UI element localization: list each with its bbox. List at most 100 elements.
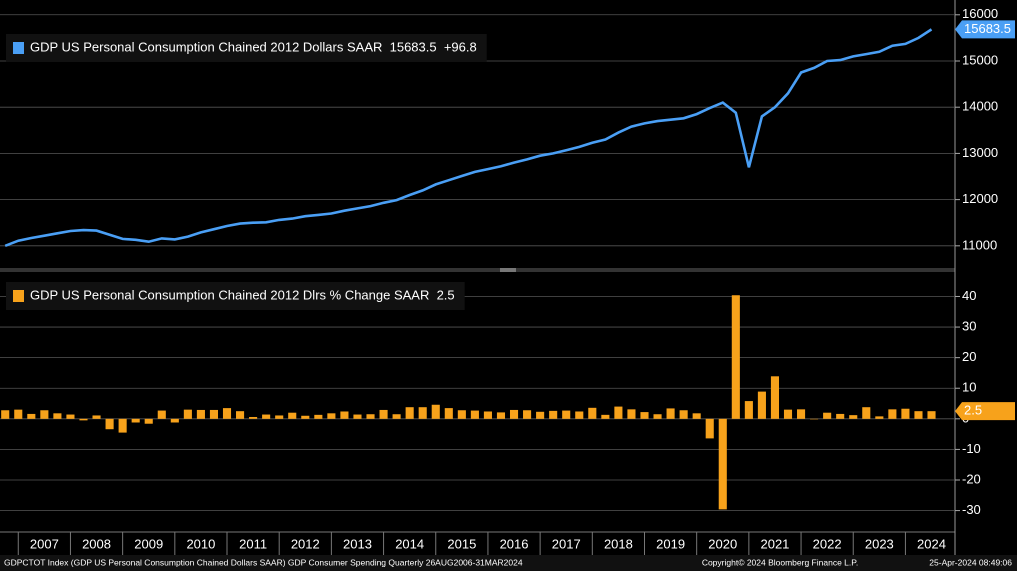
bar <box>118 418 127 433</box>
bar <box>14 409 23 419</box>
bar <box>209 409 219 419</box>
bar <box>236 411 245 419</box>
footer-timestamp: 25-Apr-2024 08:49:06 <box>929 557 1012 567</box>
bar <box>692 413 701 419</box>
bar <box>627 409 636 419</box>
bar <box>614 406 623 419</box>
y-tick-label: -10 <box>962 441 981 456</box>
x-tick-label: 2007 <box>30 536 59 551</box>
bar <box>457 410 466 419</box>
bar <box>444 408 453 419</box>
bar <box>340 411 349 419</box>
bar <box>288 412 297 419</box>
bar <box>653 414 662 419</box>
last-value-label: 2.5 <box>964 403 982 418</box>
bar <box>301 415 310 419</box>
bar <box>27 413 36 419</box>
y-tick-label: 11000 <box>962 237 997 252</box>
bar <box>157 410 166 419</box>
bar <box>431 404 440 419</box>
legend-swatch <box>13 290 24 302</box>
bar <box>549 410 558 419</box>
y-tick-label: 12000 <box>962 191 998 206</box>
bar <box>379 409 388 419</box>
y-tick-label: 30 <box>962 318 976 333</box>
bar <box>131 418 140 423</box>
bar <box>405 407 414 419</box>
bar <box>353 414 362 419</box>
bar <box>183 409 192 419</box>
bar <box>575 411 584 419</box>
bar <box>588 407 597 419</box>
bar <box>744 401 753 419</box>
x-tick-label: 2016 <box>500 536 529 551</box>
y-tick-label: 15000 <box>962 52 998 67</box>
bar <box>275 415 284 419</box>
bar <box>105 418 114 430</box>
bar <box>483 411 492 419</box>
x-tick-label: 2020 <box>708 536 737 551</box>
bar <box>901 408 910 419</box>
line <box>4 28 933 248</box>
y-tick-label: 14000 <box>962 99 998 114</box>
bar <box>640 412 649 419</box>
bar <box>810 418 819 420</box>
bar <box>679 410 688 419</box>
bar <box>523 410 532 419</box>
bar <box>222 408 232 419</box>
x-tick-label: 2010 <box>186 536 215 551</box>
x-tick-label: 2014 <box>395 536 424 551</box>
bar <box>770 376 780 419</box>
bar <box>718 418 727 510</box>
x-tick-label: 2017 <box>552 536 581 551</box>
bar <box>262 414 271 419</box>
bar <box>314 414 323 419</box>
last-value-box <box>955 20 1015 39</box>
bar <box>862 407 871 419</box>
legend-swatch <box>13 42 24 54</box>
bar <box>92 415 101 419</box>
x-tick-label: 2018 <box>604 536 633 551</box>
bar <box>666 408 675 419</box>
bar <box>40 410 49 419</box>
bar <box>509 409 519 419</box>
bar <box>836 413 845 419</box>
x-tick-label: 2015 <box>447 536 476 551</box>
bar <box>496 412 506 419</box>
divider-handle <box>500 268 516 272</box>
x-tick-label: 2022 <box>813 536 842 551</box>
y-tick-label: 16000 <box>962 6 998 21</box>
bar <box>823 412 832 419</box>
bar <box>536 411 545 419</box>
bar <box>914 411 923 419</box>
panel-divider <box>0 268 955 272</box>
bar <box>1 410 10 419</box>
bar <box>66 414 75 419</box>
x-tick-label: 2013 <box>343 536 372 551</box>
bar <box>144 418 153 424</box>
footer-source: GDPCTOT Index (GDP US Personal Consumpti… <box>4 557 523 567</box>
bar <box>797 409 806 419</box>
bar <box>705 418 714 439</box>
bar <box>79 418 88 421</box>
legend-box <box>6 282 465 310</box>
x-tick-label: 2009 <box>134 536 163 551</box>
y-tick-label: 13000 <box>962 145 998 160</box>
bar <box>562 410 571 419</box>
y-tick-label: -30 <box>962 502 981 517</box>
x-tick-label: 2011 <box>239 536 267 551</box>
footer-copyright: Copyright© 2024 Bloomberg Finance L.P. <box>702 557 858 567</box>
y-tick-label: 10 <box>962 380 976 395</box>
bar <box>849 415 858 419</box>
y-tick-label: 20 <box>962 349 976 364</box>
bar <box>470 410 479 419</box>
x-tick-label: 2023 <box>865 536 894 551</box>
bar <box>888 409 897 419</box>
last-value-box <box>955 402 1015 421</box>
bar <box>53 413 62 419</box>
bar <box>170 418 179 423</box>
bar <box>392 414 401 419</box>
x-tick-label: 2024 <box>917 536 946 551</box>
bar <box>327 413 336 419</box>
